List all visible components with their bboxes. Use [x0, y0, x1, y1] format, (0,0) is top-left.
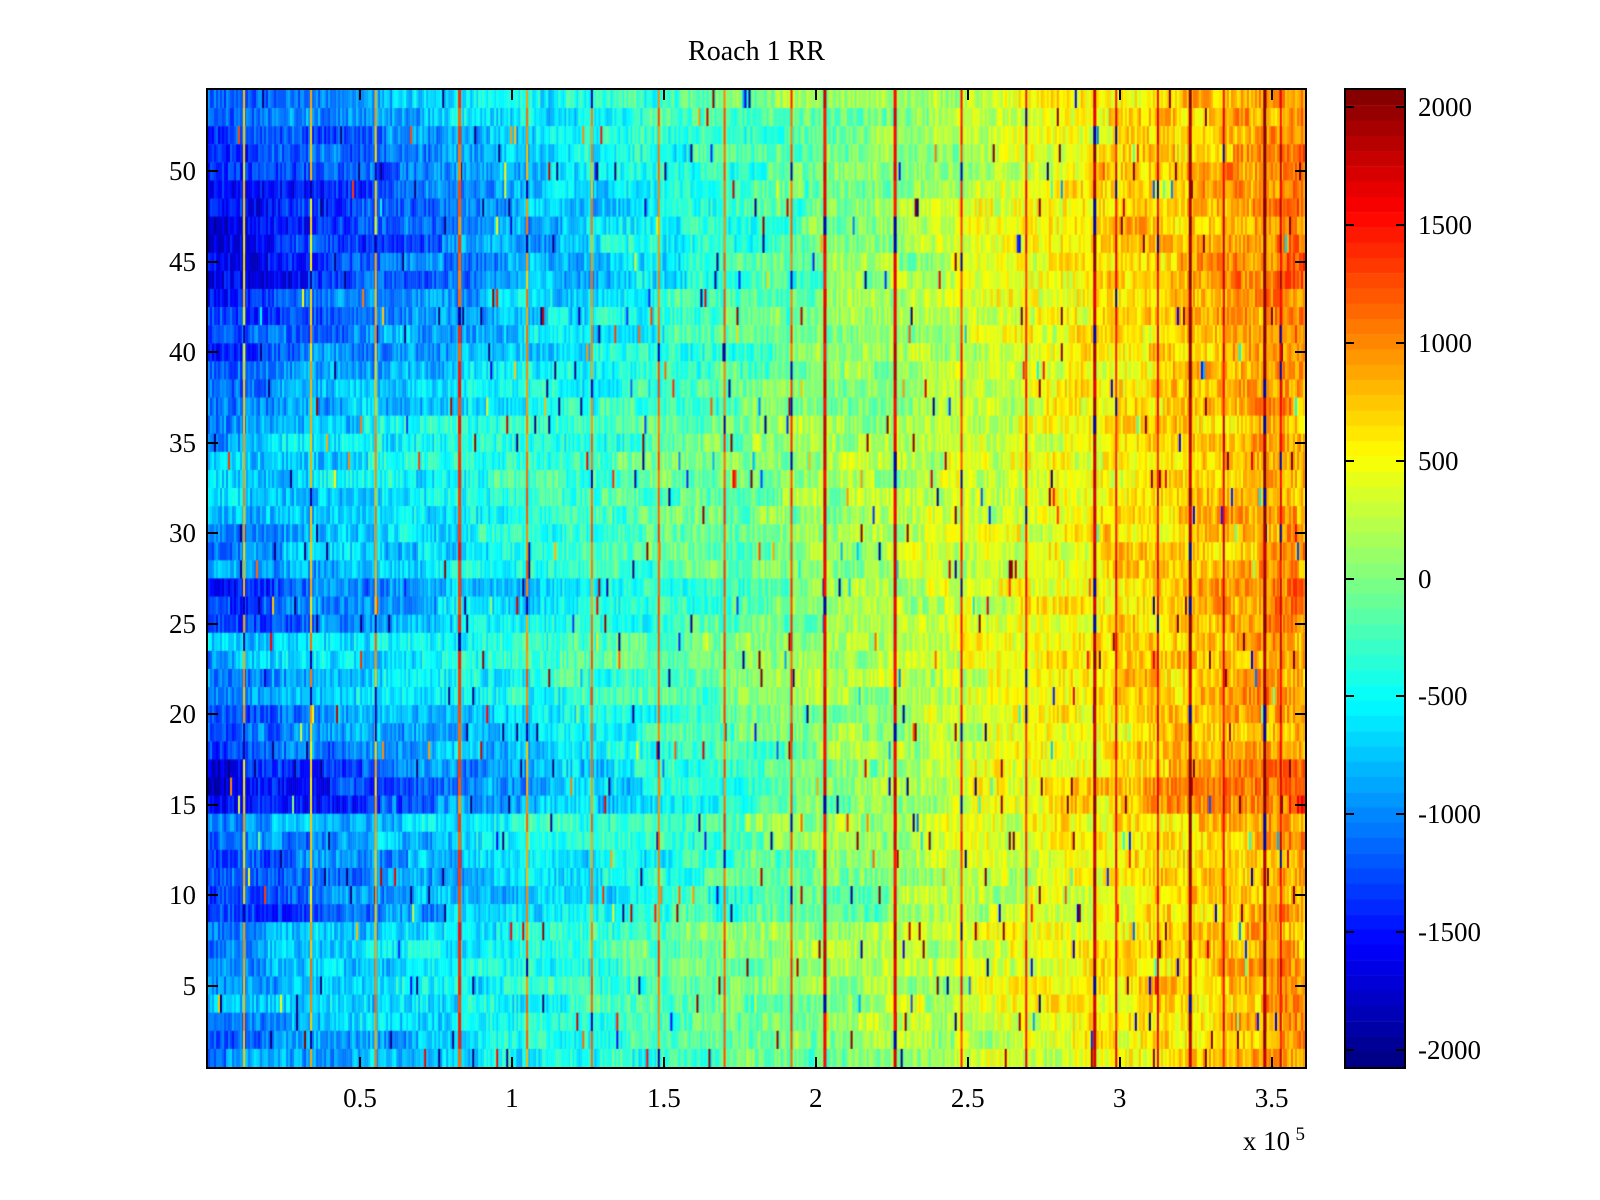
- y-tick-label: 35: [169, 427, 196, 458]
- x-tick-label: 2: [809, 1083, 823, 1113]
- colorbar-gradient: [1346, 90, 1404, 1067]
- y-tick-label: 40: [169, 337, 196, 368]
- colorbar-tick-label: -500: [1418, 681, 1468, 712]
- x-tick-label: 3: [1112, 1083, 1127, 1113]
- y-tick-label: 50: [169, 156, 196, 187]
- y-tick-label: 45: [169, 246, 196, 277]
- colorbar-tick-label: 500: [1418, 445, 1459, 476]
- colorbar-tick-label: -1000: [1418, 799, 1481, 830]
- y-tick-label: 30: [169, 518, 196, 549]
- x-tick-label: 1.5: [646, 1083, 681, 1113]
- y-tick-label: 10: [169, 880, 196, 911]
- colorbar-tick-label: 1000: [1418, 327, 1472, 358]
- y-tick-label: 20: [169, 699, 196, 730]
- colorbar-tick-label: 1500: [1418, 209, 1472, 240]
- x-tick-label: 1: [505, 1083, 519, 1113]
- y-tick-label: 5: [182, 970, 197, 1001]
- y-tick-label: 25: [169, 608, 196, 639]
- x-tick-label: 2.5: [950, 1083, 985, 1113]
- colorbar-tick-label: -1500: [1418, 917, 1481, 948]
- x-exponent-power: 5: [1295, 1124, 1306, 1145]
- y-tick-label: 15: [169, 789, 196, 820]
- x-tick-label: 0.5: [343, 1083, 377, 1113]
- colorbar-tick-label: 0: [1418, 563, 1432, 594]
- colorbar-tick-label: 2000: [1418, 91, 1472, 122]
- colorbar-tick-label: -2000: [1418, 1035, 1481, 1066]
- heatmap-image: [208, 90, 1305, 1067]
- chart-title: Roach 1 RR: [688, 36, 825, 67]
- x-axis-exponent-label: x 10 5: [1242, 1124, 1306, 1157]
- x-tick-label: 3.5: [1254, 1083, 1289, 1113]
- x-exponent-prefix: x 10: [1242, 1126, 1291, 1156]
